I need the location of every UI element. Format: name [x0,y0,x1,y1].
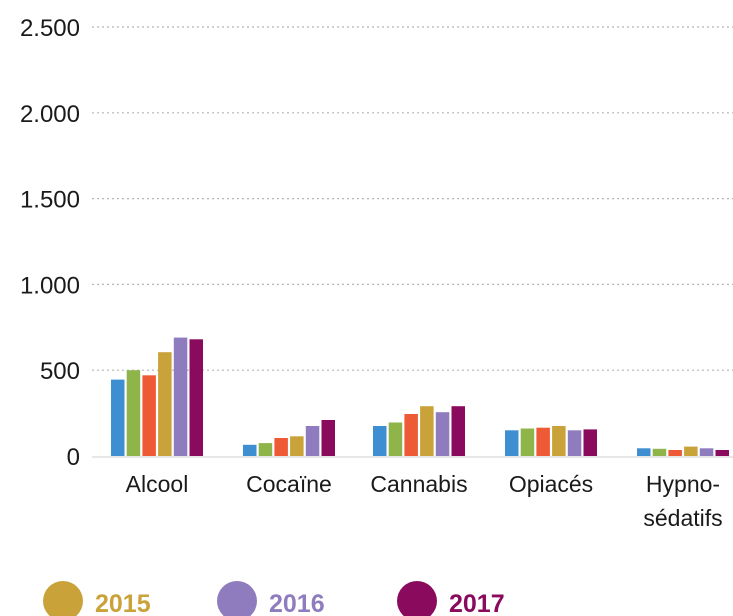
legend-label-2015: 2015 [95,590,151,616]
bar-coca-ne-s2 [258,443,273,456]
category-label-line: Hypno- [646,471,720,497]
bar-cannabis-s4 [420,406,434,456]
category-label-0: Alcool [126,471,189,497]
category-label-line: Alcool [126,471,189,497]
bars [111,337,729,456]
bar-alcool-s4 [158,352,172,456]
y-tick-label-0: 0 [67,444,80,471]
y-tick-label-2500: 2.500 [20,15,80,42]
bar-cannabis-s1 [373,426,387,456]
bar-alcool-s3 [142,375,156,456]
bar-alcool-s1 [111,379,125,456]
bar-hypno-s-datifs-s5 [699,448,714,456]
y-tick-label-1500: 1.500 [20,187,80,214]
category-label-line: Opiacés [509,471,593,497]
bar-cannabis-s3 [404,414,418,456]
legend-swatch-2016 [217,581,257,616]
bar-cannabis-s2 [388,422,403,456]
category-label-1: Cocaïne [246,471,332,497]
bar-opiac-s-s5 [567,430,582,456]
bar-alcool-s5 [173,337,188,456]
y-axis-tick-labels: 0 500 1.000 1.500 2.000 2.500 [20,15,80,471]
bar-hypno-s-datifs-s2 [652,448,667,456]
bar-opiac-s-s3 [536,427,550,456]
category-label-line: Cannabis [370,471,467,497]
bar-coca-ne-s3 [274,438,288,456]
category-label-4: Hypno-sédatifs [643,471,722,531]
category-label-line: sédatifs [643,505,722,531]
legend: 2015 2016 2017 [43,581,505,616]
category-label-2: Cannabis [370,471,467,497]
bar-coca-ne-s5 [305,426,320,456]
bar-alcool-s2 [126,370,141,456]
bar-cannabis-s5 [435,412,450,456]
y-tick-label-500: 500 [40,358,80,385]
bar-coca-ne-s1 [243,444,257,456]
gridlines [92,26,733,371]
bar-alcool-s6 [189,339,203,456]
bar-hypno-s-datifs-s6 [715,450,729,456]
category-label-3: Opiacés [509,471,593,497]
bar-hypno-s-datifs-s3 [668,450,682,456]
x-axis-category-labels: Alcool Cocaïne Cannabis Opiacés Hypno-sédati… [126,471,723,531]
y-tick-label-1000: 1.000 [20,272,80,299]
bar-opiac-s-s6 [583,429,597,456]
legend-swatch-2017 [397,581,437,616]
bar-coca-ne-s6 [321,420,335,456]
bar-coca-ne-s4 [290,436,304,456]
legend-swatch-2015 [43,581,83,616]
y-tick-label-2000: 2.000 [20,101,80,128]
legend-label-2017: 2017 [449,590,505,616]
bar-cannabis-s6 [451,406,465,456]
bar-opiac-s-s4 [552,426,566,456]
category-label-line: Cocaïne [246,471,332,497]
bar-opiac-s-s2 [520,428,535,456]
bar-hypno-s-datifs-s4 [684,446,698,456]
bar-hypno-s-datifs-s1 [637,448,651,456]
legend-label-2016: 2016 [269,590,325,616]
bar-opiac-s-s1 [505,430,519,456]
